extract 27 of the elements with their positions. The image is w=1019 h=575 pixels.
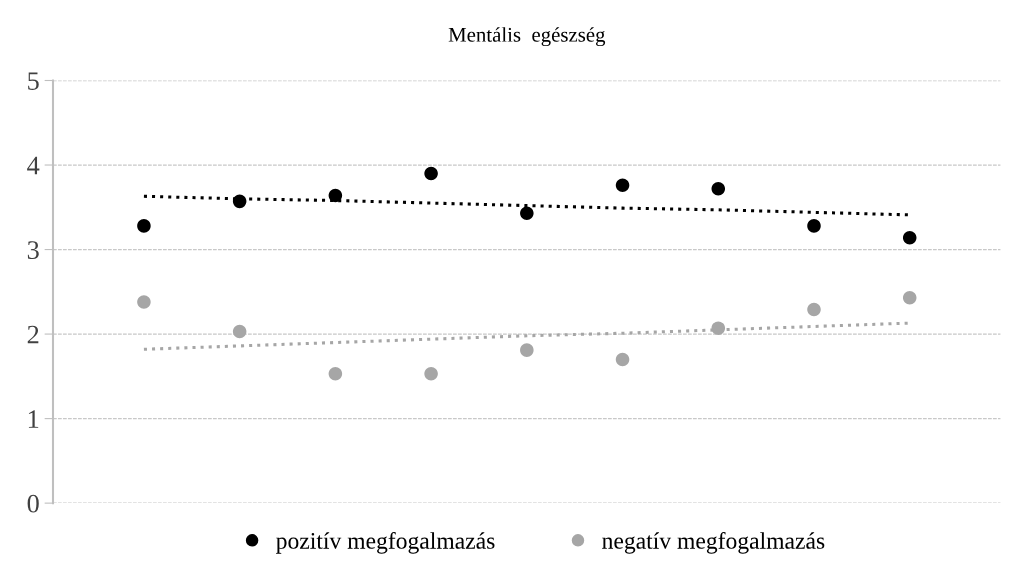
point [137, 295, 151, 309]
point [615, 178, 630, 193]
chart-title: Mentális egészség [448, 27, 606, 47]
point [328, 367, 343, 381]
legend-label: pozitív megfogalmazás [276, 532, 495, 554]
point [520, 343, 534, 357]
point [232, 324, 247, 339]
y-tick-label: 4 [27, 156, 40, 175]
point [711, 181, 726, 196]
point [902, 290, 917, 305]
y-tick-label: 3 [27, 241, 39, 259]
point [137, 219, 151, 233]
point [807, 219, 821, 233]
point [615, 352, 630, 367]
y-tick-label: 2 [27, 325, 39, 344]
legend-label: negatív megfogalmazás [602, 532, 825, 554]
y-tick-label: 0 [27, 494, 39, 513]
point [232, 194, 247, 209]
point [520, 206, 534, 220]
point [807, 302, 821, 317]
point [424, 367, 438, 381]
point [902, 230, 917, 245]
point [424, 166, 438, 181]
point [711, 321, 726, 335]
y-tick-label: 1 [28, 410, 39, 428]
point [328, 188, 343, 203]
y-tick-label: 5 [28, 72, 39, 90]
